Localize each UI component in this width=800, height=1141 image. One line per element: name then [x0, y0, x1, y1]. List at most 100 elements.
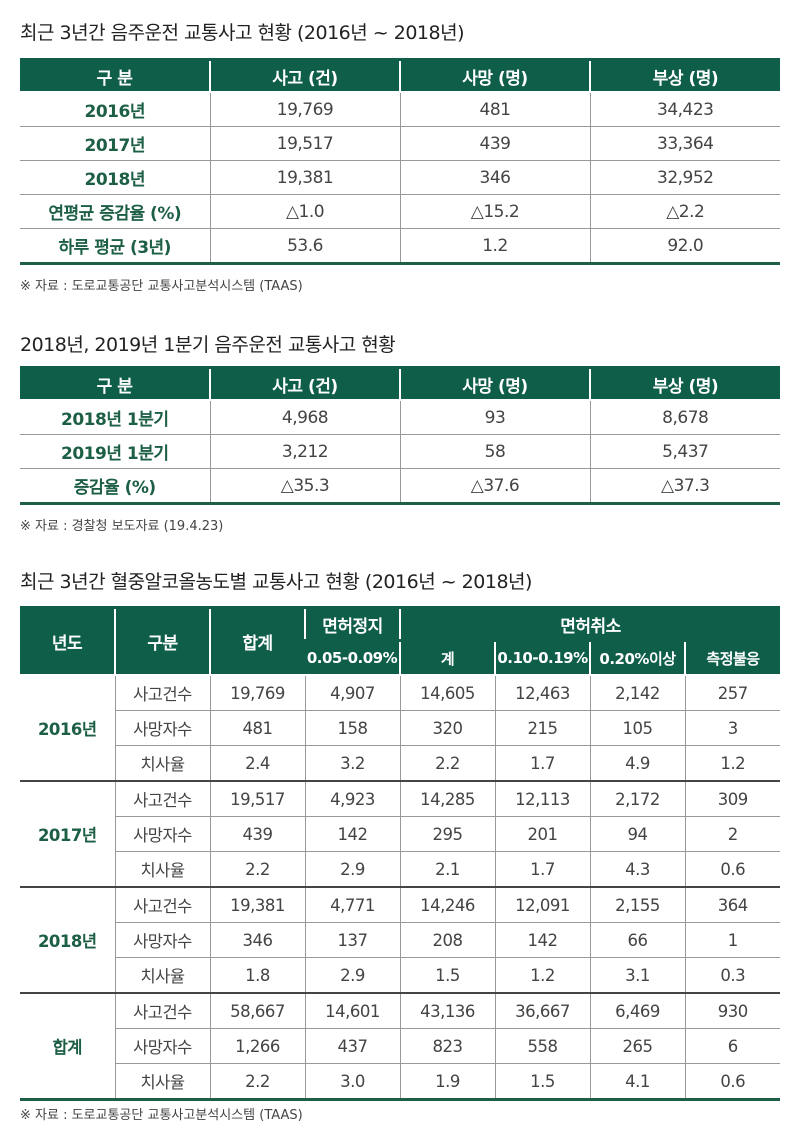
cell: 0.6 — [684, 851, 780, 888]
cell: 1 — [684, 922, 780, 958]
table3: 년도 구분 합계 면허정지 면허취소 0.05-0.09% 계 0.10-0.19%… — [20, 606, 780, 1101]
row-label: 사고건수 — [114, 887, 210, 923]
cell: 1.7 — [494, 851, 590, 888]
cell: △37.6 — [399, 468, 590, 505]
column-header: 구 분 — [20, 59, 210, 93]
table-row: 2019년 1분기 3,212 58 5,437 — [20, 434, 780, 469]
table2-source: ※ 자료 : 경찰청 보도자료 (19.4.23) — [20, 519, 224, 534]
row-label: 치사율 — [115, 1063, 210, 1101]
cell: 142 — [304, 816, 400, 852]
table-row: 합계 사고건수 58,667 14,601 43,136 36,667 6,469 930 — [20, 993, 780, 1101]
cell: 257 — [684, 675, 780, 711]
table-row: 2018년 19,381 346 32,952 — [20, 160, 780, 195]
table1-title: 최근 3년간 음주운전 교통사고 현황 (2016년 ~ 2018년) — [20, 22, 465, 44]
cell: 2.1 — [399, 851, 495, 888]
cell: 3,212 — [209, 434, 400, 469]
row-label: 치사율 — [115, 745, 210, 782]
subcolumn-header: 0.10-0.19% — [494, 640, 590, 676]
cell: 94 — [589, 816, 685, 852]
cell: 1.7 — [494, 745, 590, 782]
header-suspend: 면허정지 — [304, 607, 400, 642]
cell: 2.4 — [209, 745, 305, 782]
cell: 12,091 — [494, 887, 590, 923]
column-header: 사고 (건) — [209, 367, 400, 401]
cell: 58,667 — [209, 993, 305, 1029]
cell: 3.0 — [304, 1063, 400, 1101]
column-header: 사고 (건) — [209, 59, 400, 93]
cell: 2,172 — [589, 781, 685, 817]
cell: △2.2 — [589, 194, 780, 229]
row-label: 사망자수 — [115, 1028, 210, 1064]
cell: 4,771 — [304, 887, 400, 923]
cell: 0.3 — [684, 957, 780, 994]
cell: 19,769 — [209, 92, 400, 127]
cell: 14,601 — [304, 993, 400, 1029]
row-label: 2018년 1분기 — [20, 400, 210, 435]
cell: 12,113 — [494, 781, 590, 817]
cell: △37.3 — [589, 468, 780, 505]
row-label: 연평균 증감율 (%) — [20, 194, 210, 229]
cell: 346 — [209, 922, 305, 958]
table-row: 치사율 2.2 2.9 2.1 1.7 4.3 0.6 — [20, 851, 780, 888]
cell: 2.2 — [209, 1063, 305, 1101]
table-row: 2017년 19,517 439 33,364 — [20, 126, 780, 161]
cell: 215 — [494, 710, 590, 746]
row-label: 2016년 — [20, 92, 210, 127]
column-header: 사망 (명) — [399, 367, 590, 401]
cell: 4,907 — [304, 675, 400, 711]
cell: 439 — [209, 816, 305, 852]
cell: 8,678 — [589, 400, 780, 435]
cell: 92.0 — [589, 228, 780, 265]
table-row: 사망자수 346 137 208 142 66 1 — [20, 922, 780, 958]
subcolumn-header: 0.05-0.09% — [305, 640, 400, 676]
table-row: 2018년 사고건수 19,381 4,771 14,246 12,091 2,155 364 — [20, 887, 780, 994]
cell: 19,517 — [209, 126, 400, 161]
year-label: 2017년 — [20, 781, 116, 888]
cell: 2,155 — [589, 887, 685, 923]
cell: 265 — [589, 1028, 685, 1064]
cell: 364 — [684, 887, 780, 923]
cell: 93 — [399, 400, 590, 435]
cell: 481 — [399, 92, 590, 127]
cell: 309 — [684, 781, 780, 817]
cell: 2 — [684, 816, 780, 852]
cell: 32,952 — [589, 160, 780, 195]
cell: 19,769 — [209, 675, 305, 711]
cell: 2.9 — [304, 957, 400, 994]
table-row: 2018년 1분기 4,968 93 8,678 — [20, 400, 780, 435]
cell: 6 — [684, 1028, 780, 1064]
header-category: 구분 — [114, 607, 210, 676]
cell: 4,923 — [304, 781, 400, 817]
table-row: 2016년 사고건수 19,769 4,907 14,605 12,463 2,142 257 — [20, 675, 780, 782]
row-label: 사고건수 — [114, 993, 210, 1029]
cell: 137 — [304, 922, 400, 958]
cell: 3.1 — [589, 957, 685, 994]
table1: 구 분 사고 (건) 사망 (명) 부상 (명) 2016년 19,769 481 34,42… — [20, 58, 780, 265]
table2-title: 2018년, 2019년 1분기 음주운전 교통사고 현황 — [20, 334, 396, 356]
row-label: 2019년 1분기 — [20, 434, 210, 469]
cell: 19,381 — [209, 887, 305, 923]
cell: 346 — [399, 160, 590, 195]
subcolumn-header: 계 — [399, 640, 495, 676]
table3-title: 최근 3년간 혈중알코올농도별 교통사고 현황 (2016년 ~ 2018년) — [20, 571, 532, 593]
cell: 1.5 — [494, 1063, 590, 1101]
table-row: 사망자수 1,266 437 823 558 265 6 — [20, 1028, 780, 1064]
table-row: 치사율 1.8 2.9 1.5 1.2 3.1 0.3 — [20, 957, 780, 994]
column-header: 사망 (명) — [399, 59, 590, 93]
row-label: 증감율 (%) — [20, 468, 210, 505]
cell: 4.1 — [589, 1063, 685, 1101]
cell: 6,469 — [589, 993, 685, 1029]
cell: 823 — [399, 1028, 495, 1064]
header-revoke: 면허취소 — [399, 607, 780, 642]
cell: 2,142 — [589, 675, 685, 711]
table2: 구 분 사고 (건) 사망 (명) 부상 (명) 2018년 1분기 4,968 93 8,6… — [20, 366, 780, 505]
cell: 158 — [304, 710, 400, 746]
cell: 14,605 — [399, 675, 495, 711]
table1-source: ※ 자료 : 도로교통공단 교통사고분석시스템 (TAAS) — [20, 279, 303, 294]
cell: 201 — [494, 816, 590, 852]
cell: 142 — [494, 922, 590, 958]
cell: 19,517 — [209, 781, 305, 817]
year-label: 2016년 — [20, 675, 116, 782]
subcolumn-header: 0.20%이상 — [589, 640, 685, 676]
table-row: 치사율 2.4 3.2 2.2 1.7 4.9 1.2 — [20, 745, 780, 782]
